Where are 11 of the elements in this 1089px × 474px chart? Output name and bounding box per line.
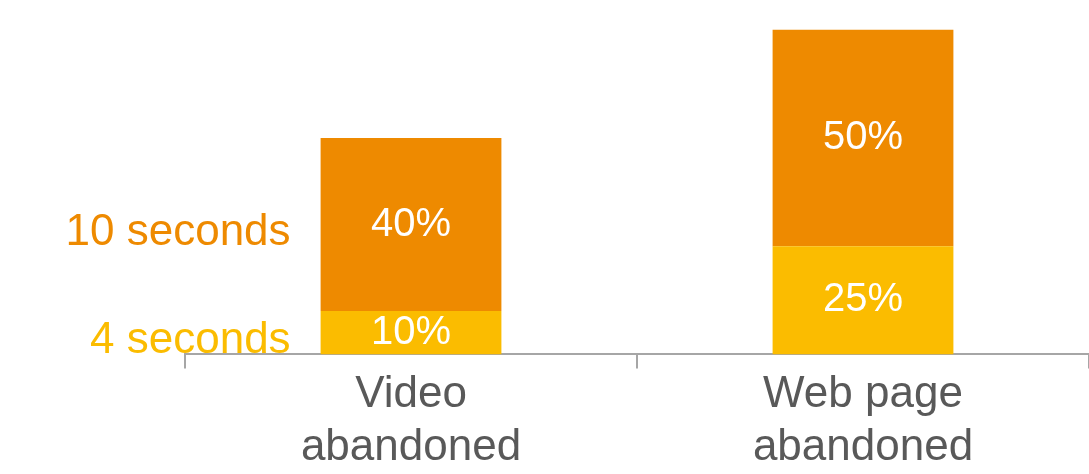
data-label: 50%	[822, 112, 904, 157]
series-label: 4 seconds	[90, 312, 291, 362]
bar	[772, 246, 954, 355]
x-tick-label: Web page abandoned	[752, 366, 974, 469]
series-label: 10 seconds	[65, 204, 291, 254]
data-label: 25%	[822, 275, 904, 320]
data-label: 40%	[370, 199, 452, 244]
bar	[772, 29, 954, 247]
x-tick-label: Video abandoned	[300, 366, 522, 469]
bar	[320, 137, 502, 312]
data-label: 10%	[370, 307, 452, 352]
